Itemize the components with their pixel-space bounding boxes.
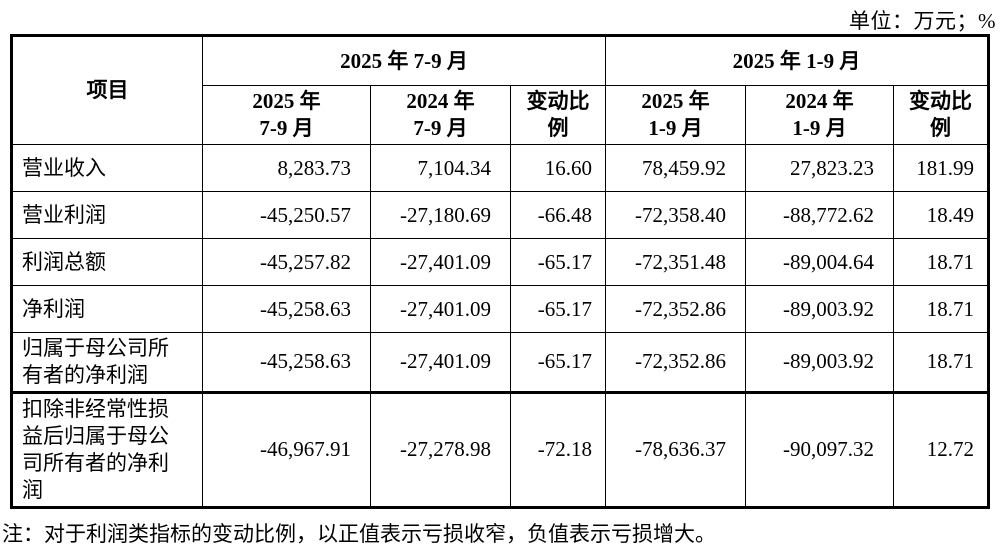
cell-value: -72,352.86 bbox=[605, 332, 747, 393]
cell-value: 12.72 bbox=[893, 390, 990, 508]
table-row-net-profit: 净利润 -45,258.63 -27,401.09 -65.17 -72,352… bbox=[11, 285, 990, 333]
cell-value: -89,003.92 bbox=[745, 285, 895, 333]
item-column-header: 项目 bbox=[11, 35, 203, 145]
row-label: 营业利润 bbox=[11, 191, 203, 239]
cell-value: 78,459.92 bbox=[605, 144, 747, 192]
cell-value: -27,180.69 bbox=[370, 191, 511, 239]
col-header-change-9m: 变动比 例 bbox=[893, 85, 990, 145]
cell-value: -45,250.57 bbox=[202, 191, 371, 239]
footnote: 注：对于利润类指标的变动比例，以正值表示亏损收窄，负值表示亏损增大。 bbox=[2, 522, 716, 546]
col-header-change-q3: 变动比 例 bbox=[509, 85, 607, 145]
row-label: 扣除非经常性损 益后归属于母公 司所有者的净利 润 bbox=[11, 390, 203, 508]
cell-value: -90,097.32 bbox=[745, 390, 895, 508]
cell-value: -46,967.91 bbox=[202, 390, 371, 508]
cell-value: -89,004.64 bbox=[745, 238, 895, 286]
header-sub-row: 2025 年 7-9 月 2024 年 7-9 月 变动比 例 2025 年 1… bbox=[12, 85, 990, 145]
cell-value: -65.17 bbox=[509, 332, 607, 393]
cell-value: -45,258.63 bbox=[202, 332, 371, 393]
table-row-revenue: 营业收入 8,283.73 7,104.34 16.60 78,459.92 2… bbox=[11, 144, 990, 192]
cell-value: 18.71 bbox=[893, 332, 990, 393]
period-group-9m: 2025 年 1-9 月 bbox=[605, 35, 990, 86]
cell-value: -72,352.86 bbox=[605, 285, 747, 333]
cell-value: -72.18 bbox=[509, 390, 607, 508]
col-header-2024-q3: 2024 年 7-9 月 bbox=[370, 85, 511, 145]
cell-value: -65.17 bbox=[509, 285, 607, 333]
cell-value: -27,401.09 bbox=[370, 238, 511, 286]
cell-value: -45,258.63 bbox=[202, 285, 371, 333]
cell-value: -72,358.40 bbox=[605, 191, 747, 239]
table-row-net-profit-deducted: 扣除非经常性损 益后归属于母公 司所有者的净利 润 -46,967.91 -27… bbox=[11, 390, 990, 508]
cell-value: 18.49 bbox=[893, 191, 990, 239]
financial-results-table: 项目 2025 年 7-9 月 2025 年 1-9 月 2025 年 7-9 … bbox=[10, 34, 991, 509]
unit-label: 单位：万元；% bbox=[849, 9, 996, 33]
cell-value: -27,278.98 bbox=[370, 390, 511, 508]
cell-value: 18.71 bbox=[893, 285, 990, 333]
cell-value: -72,351.48 bbox=[605, 238, 747, 286]
cell-value: -88,772.62 bbox=[745, 191, 895, 239]
col-header-2025-q3: 2025 年 7-9 月 bbox=[202, 85, 371, 145]
col-header-2024-9m: 2024 年 1-9 月 bbox=[745, 85, 895, 145]
cell-value: -89,003.92 bbox=[745, 332, 895, 393]
row-label: 净利润 bbox=[11, 285, 203, 333]
cell-value: -66.48 bbox=[509, 191, 607, 239]
row-label: 利润总额 bbox=[11, 238, 203, 286]
cell-value: 181.99 bbox=[893, 144, 990, 192]
period-group-q3: 2025 年 7-9 月 bbox=[201, 35, 607, 86]
cell-value: 27,823.23 bbox=[745, 144, 895, 192]
header-group-row: 项目 2025 年 7-9 月 2025 年 1-9 月 bbox=[11, 35, 990, 145]
col-header-2025-9m: 2025 年 1-9 月 bbox=[605, 85, 747, 145]
table-row-net-profit-parent: 归属于母公司所 有者的净利润 -45,258.63 -27,401.09 -65… bbox=[11, 332, 990, 393]
cell-value: 7,104.34 bbox=[370, 144, 511, 192]
cell-value: -27,401.09 bbox=[370, 285, 511, 333]
table-row-total-profit: 利润总额 -45,257.82 -27,401.09 -65.17 -72,35… bbox=[11, 238, 990, 286]
cell-value: -27,401.09 bbox=[370, 332, 511, 393]
cell-value: 8,283.73 bbox=[202, 144, 371, 192]
cell-value: -78,636.37 bbox=[605, 390, 747, 508]
table-row-operating-profit: 营业利润 -45,250.57 -27,180.69 -66.48 -72,35… bbox=[11, 191, 990, 239]
row-label: 归属于母公司所 有者的净利润 bbox=[11, 332, 203, 393]
cell-value: -45,257.82 bbox=[202, 238, 371, 286]
row-label: 营业收入 bbox=[11, 144, 203, 192]
cell-value: -65.17 bbox=[509, 238, 607, 286]
cell-value: 16.60 bbox=[509, 144, 607, 192]
cell-value: 18.71 bbox=[893, 238, 990, 286]
